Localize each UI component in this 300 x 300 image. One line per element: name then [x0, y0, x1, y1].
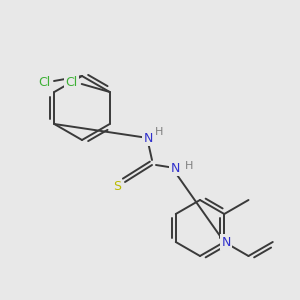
Text: N: N — [222, 236, 231, 248]
Text: N: N — [143, 131, 153, 145]
Text: H: H — [155, 127, 163, 137]
Text: H: H — [185, 161, 193, 171]
Text: Cl: Cl — [66, 76, 78, 88]
Text: N: N — [170, 161, 180, 175]
Text: S: S — [113, 179, 121, 193]
Text: Cl: Cl — [38, 76, 50, 89]
